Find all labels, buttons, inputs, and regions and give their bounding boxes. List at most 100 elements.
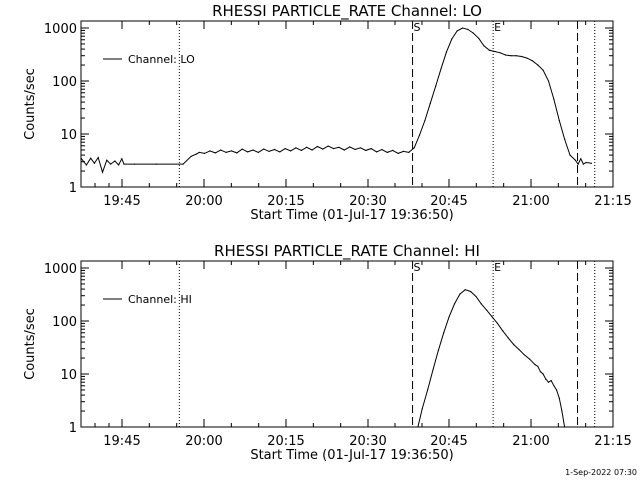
panel1-data-point <box>531 60 534 62</box>
panel2-data-point <box>513 343 515 346</box>
panel1-data-point <box>134 163 136 165</box>
panel1-data-point <box>456 30 458 32</box>
panel2-y-tick-label: 1000 <box>44 262 77 277</box>
panel1-y-tick-label: 1 <box>69 181 77 196</box>
panel2-data-point <box>542 373 544 375</box>
panel1-data-point <box>190 155 192 157</box>
panel1-data-point <box>198 151 200 153</box>
panel1-data-point <box>295 147 297 149</box>
panel1-series-line <box>80 27 592 174</box>
panel1-data-point <box>80 157 82 159</box>
panel2-x-tick-label: 21:15 <box>594 434 631 449</box>
panel1-data-point <box>257 151 259 153</box>
panel2-data-point <box>453 303 456 305</box>
panel2-data-point <box>464 289 466 291</box>
panel1-data-point <box>483 45 485 47</box>
panel1-data-point <box>467 28 469 30</box>
panel1-data-point <box>327 145 329 147</box>
panel2-x-axis-label: Start Time (01-Jul-17 19:36:50) <box>250 448 453 463</box>
panel1-data-point <box>118 164 120 166</box>
panel1-y-tick-label: 10 <box>60 128 77 143</box>
panel1-data-point <box>435 85 437 87</box>
panel2-axes-frame <box>80 260 614 428</box>
panel1-data-point <box>376 151 378 153</box>
panel1-data-point <box>569 154 571 156</box>
panel1-data-point <box>510 55 512 57</box>
panel1-data-point <box>236 152 238 154</box>
panel2-data-point <box>547 381 550 383</box>
panel2-data-point <box>553 385 555 387</box>
panel1-y-tick-label: 1000 <box>44 22 77 37</box>
panel1-data-point <box>284 148 286 150</box>
panel1-data-point <box>585 161 587 164</box>
panel1-data-point <box>590 162 593 164</box>
panel1-data-point <box>220 149 222 151</box>
panel1-x-tick-label: 20:45 <box>430 194 467 209</box>
panel1-data-point <box>526 57 528 59</box>
panel2-x-tick-label: 19:45 <box>103 434 140 449</box>
panel1-data-point <box>547 80 550 82</box>
panel1-data-point <box>413 147 415 149</box>
panel2-data-point <box>537 365 539 367</box>
panel1-data-point <box>553 98 555 100</box>
panel2-data-point <box>486 309 488 311</box>
panel1-data-point <box>397 152 399 154</box>
panel2-data-point <box>534 364 536 366</box>
panel1-x-tick-label: 21:15 <box>594 194 631 209</box>
panel1-data-point <box>499 52 501 54</box>
panel1-data-point <box>204 152 206 154</box>
panel1-data-point <box>268 150 270 152</box>
panel1-y-axis-label: Counts/sec <box>23 68 38 140</box>
panel1-y-tick-label: 100 <box>52 75 77 90</box>
panel1-x-tick-label: 21:00 <box>512 194 549 209</box>
panel1-data-point <box>558 119 560 122</box>
panel2-data-point <box>427 389 429 391</box>
panel2-y-axis-label: Counts/sec <box>23 308 38 380</box>
panel2-series-line <box>417 289 566 428</box>
panel2-data-point <box>556 389 558 391</box>
panel1-data-point <box>110 163 112 165</box>
panel2-data-point <box>564 426 566 428</box>
panel1-data-point <box>494 50 496 53</box>
panel1-data-point <box>252 149 254 151</box>
panel1-data-point <box>230 150 233 152</box>
panel1-data-point <box>349 146 351 148</box>
panel1-data-point <box>322 148 324 150</box>
panel1-data-point <box>114 160 116 162</box>
panel1-data-point <box>101 171 104 173</box>
panel1-data-point <box>515 55 517 57</box>
panel1-data-point <box>182 163 184 165</box>
panel2-data-point <box>496 322 499 324</box>
panel1-title: RHESSI PARTICLE_RATE Channel: LO <box>212 2 482 21</box>
panel1-data-point <box>273 148 276 151</box>
panel2-x-tick-label: 20:15 <box>267 434 304 449</box>
panel1-data-point <box>311 149 313 151</box>
panel1-data-point <box>537 64 539 66</box>
panel1-data-point <box>564 138 566 140</box>
panel2-data-point <box>448 316 450 318</box>
panel1-data-point <box>195 153 198 155</box>
panel2-data-point <box>417 426 419 428</box>
panel1-data-point <box>106 159 108 161</box>
panel1-data-point <box>93 162 95 164</box>
panel2-data-point <box>437 349 439 351</box>
panel1-axes-frame <box>80 20 614 188</box>
panel1-data-point <box>451 38 453 40</box>
panel2-data-point <box>523 354 525 356</box>
panel1-data-point <box>582 163 585 165</box>
panel2-data-point <box>561 410 563 412</box>
panel1-data-point <box>359 147 361 149</box>
panel1-data-point <box>290 150 292 152</box>
panel1-marker-label-s: S <box>414 21 421 34</box>
panel2-x-tick-label: 21:00 <box>512 434 549 449</box>
panel2-data-point <box>545 378 547 380</box>
panel1-data-point <box>461 27 464 29</box>
panel1-data-point <box>121 158 123 160</box>
panel1-marker-label-e: E <box>494 21 501 34</box>
panel2-data-point <box>502 330 504 332</box>
panel1-data-point <box>488 49 490 51</box>
panel1-data-point <box>370 148 372 150</box>
panel1-data-point <box>381 148 383 151</box>
panel1-data-point <box>521 55 523 58</box>
